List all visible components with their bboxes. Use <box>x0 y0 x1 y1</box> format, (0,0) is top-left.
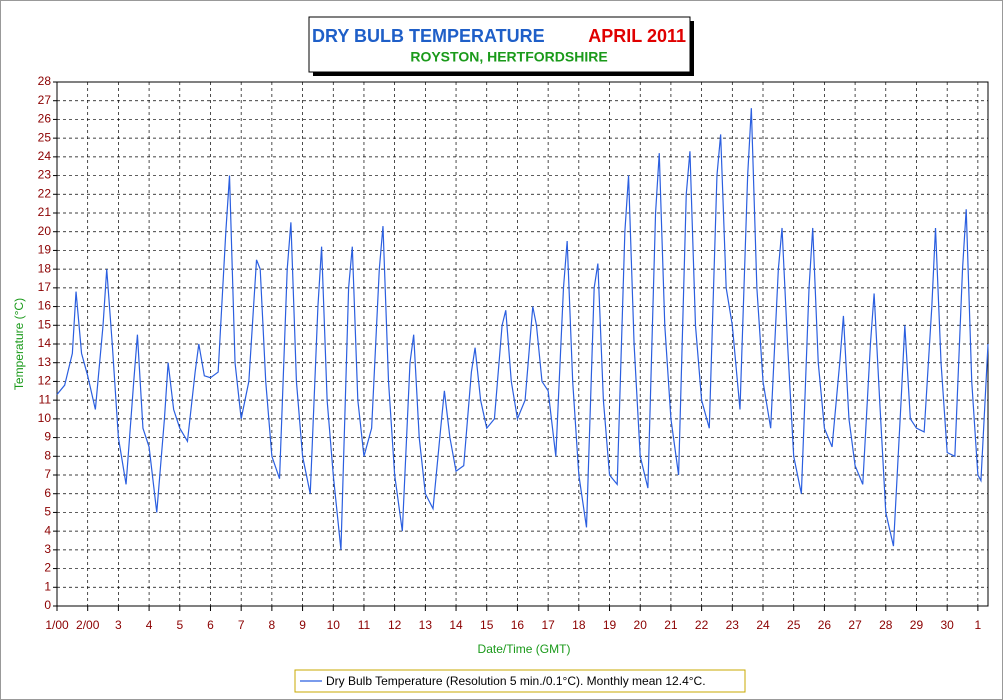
x-tick-label: 30 <box>940 618 954 632</box>
x-tick-label: 12 <box>388 618 402 632</box>
x-tick-label: 1/00 <box>45 618 69 632</box>
x-tick-label: 23 <box>726 618 740 632</box>
x-tick-label: 26 <box>818 618 832 632</box>
y-tick-label: 14 <box>38 336 52 350</box>
x-tick-label: 15 <box>480 618 494 632</box>
y-tick-label: 18 <box>38 261 52 275</box>
x-tick-label: 20 <box>634 618 648 632</box>
y-tick-label: 27 <box>38 93 52 107</box>
y-tick-label: 13 <box>38 355 52 369</box>
y-tick-label: 16 <box>38 299 52 313</box>
x-tick-label: 14 <box>449 618 463 632</box>
x-tick-label: 2/00 <box>76 618 100 632</box>
chart-period: APRIL 2011 <box>588 26 686 46</box>
y-tick-label: 7 <box>44 467 51 481</box>
y-tick-label: 5 <box>44 505 51 519</box>
x-tick-label: 29 <box>910 618 924 632</box>
y-tick-label: 0 <box>44 598 51 612</box>
y-tick-label: 1 <box>44 579 51 593</box>
y-tick-label: 26 <box>38 112 52 126</box>
x-tick-label: 5 <box>176 618 183 632</box>
x-tick-label: 24 <box>756 618 770 632</box>
y-tick-label: 20 <box>38 224 52 238</box>
legend-box <box>294 669 746 693</box>
y-tick-label: 25 <box>38 130 52 144</box>
x-tick-label: 25 <box>787 618 801 632</box>
y-tick-label: 28 <box>38 74 52 88</box>
x-tick-label: 16 <box>511 618 525 632</box>
y-tick-label: 3 <box>44 542 51 556</box>
x-tick-label: 22 <box>695 618 709 632</box>
x-tick-label: 17 <box>541 618 555 632</box>
x-tick-label: 9 <box>299 618 306 632</box>
x-tick-label: 11 <box>358 618 371 632</box>
x-tick-label: 6 <box>207 618 214 632</box>
x-tick-label: 19 <box>603 618 617 632</box>
x-tick-label: 28 <box>879 618 893 632</box>
y-tick-label: 11 <box>39 392 52 406</box>
y-tick-label: 15 <box>38 317 52 331</box>
chart-title: DRY BULB TEMPERATURE <box>312 26 545 46</box>
y-tick-label: 2 <box>44 561 51 575</box>
x-tick-label: 1 <box>975 618 982 632</box>
title-box <box>308 16 691 73</box>
temperature-line <box>56 108 989 550</box>
x-axis-label: Date/Time (GMT) <box>478 642 571 656</box>
x-tick-label: 8 <box>269 618 276 632</box>
chart-subtitle: ROYSTON, HERTFORDSHIRE <box>410 49 607 65</box>
y-tick-label: 9 <box>44 430 51 444</box>
x-tick-label: 27 <box>848 618 862 632</box>
x-tick-label: 10 <box>327 618 341 632</box>
y-tick-label: 8 <box>44 448 51 462</box>
y-axis-label: Temperature (°C) <box>12 298 26 390</box>
y-tick-label: 6 <box>44 486 51 500</box>
y-tick-label: 21 <box>38 205 52 219</box>
x-tick-label: 13 <box>419 618 433 632</box>
x-tick-label: 3 <box>115 618 122 632</box>
y-tick-label: 4 <box>44 523 51 537</box>
y-tick-label: 10 <box>38 411 52 425</box>
y-tick-label: 22 <box>38 186 52 200</box>
y-tick-label: 23 <box>38 168 52 182</box>
y-tick-label: 24 <box>38 149 52 163</box>
legend-label: Dry Bulb Temperature (Resolution 5 min./… <box>326 674 706 688</box>
y-tick-label: 19 <box>38 243 52 257</box>
x-tick-label: 18 <box>572 618 586 632</box>
x-tick-label: 4 <box>146 618 153 632</box>
y-tick-label: 17 <box>38 280 52 294</box>
x-tick-label: 21 <box>664 618 678 632</box>
y-tick-label: 12 <box>38 374 52 388</box>
x-tick-label: 7 <box>238 618 245 632</box>
